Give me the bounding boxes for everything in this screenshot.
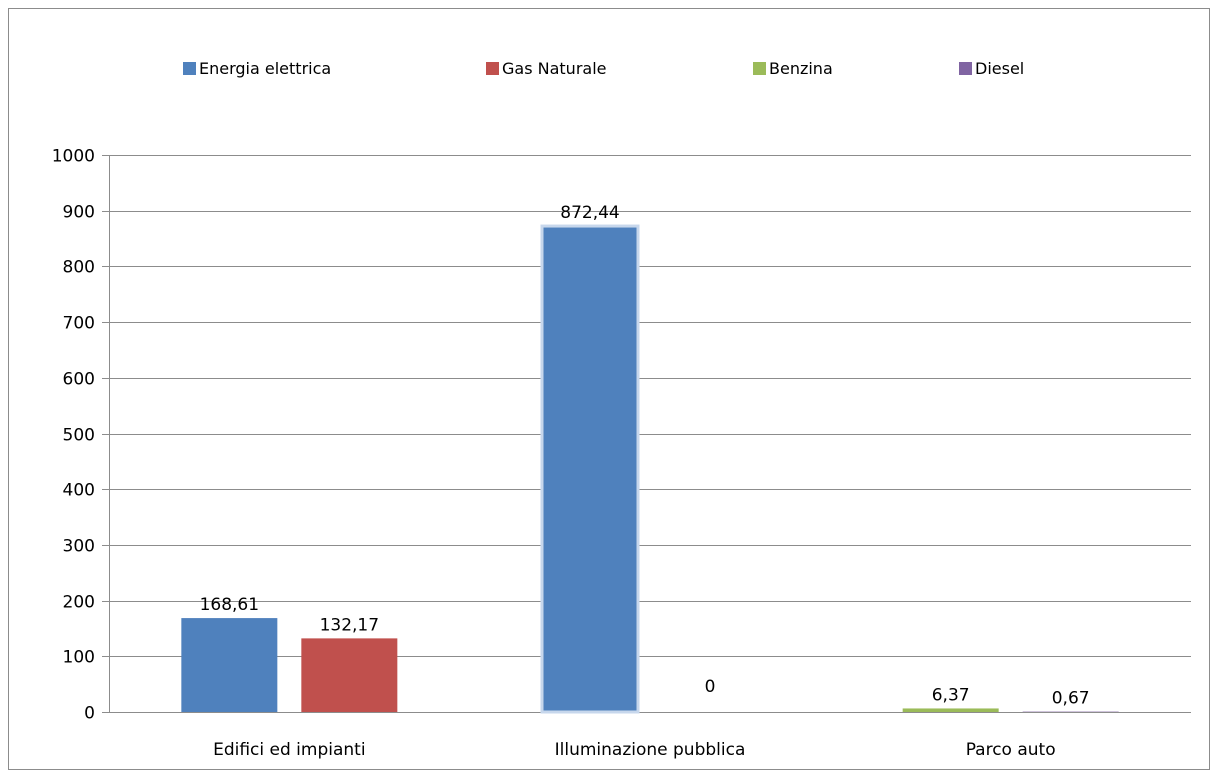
data-label: 0 [705,677,716,697]
legend-label: Diesel [975,59,1024,78]
legend: Energia elettrica Gas Naturale Benzina Dies… [183,59,1024,78]
bars [181,224,1119,714]
x-category-label: Edifici ed impianti [213,740,365,760]
legend-swatch [959,62,972,75]
x-category-label: Parco auto [966,740,1056,760]
legend-label: Benzina [769,59,833,78]
legend-label: Gas Naturale [502,59,606,78]
gridlines [102,155,1191,713]
legend-swatch [486,62,499,75]
y-tick-label: 100 [63,648,95,668]
y-tick-label: 800 [63,258,95,278]
data-label: 132,17 [320,615,379,635]
y-tick-label: 300 [63,537,95,557]
bar [902,708,999,712]
y-tick-label: 700 [63,314,95,334]
y-tick-label: 600 [63,370,95,390]
y-axis-ticks: 0 100 200 300 400 500 600 700 800 900 1000 [52,147,95,724]
x-category-label: Illuminazione pubblica [555,740,746,760]
legend-swatch [753,62,766,75]
y-tick-label: 200 [63,593,95,613]
bar [540,224,640,714]
data-label: 0,67 [1052,689,1090,709]
y-tick-label: 1000 [52,147,95,167]
data-label: 872,44 [560,203,619,223]
bar [181,618,278,712]
bar [301,638,398,712]
y-tick-label: 500 [63,426,95,446]
y-tick-label: 900 [63,203,95,223]
y-tick-label: 0 [84,704,95,724]
x-axis-categories: Edifici ed impianti Illuminazione pubblic… [213,740,1056,760]
legend-swatch [183,62,196,75]
y-tick-label: 400 [63,481,95,501]
legend-label: Energia elettrica [199,59,331,78]
chart-frame: 0 100 200 300 400 500 600 700 800 900 1000 168,61 1… [8,8,1210,770]
data-label: 168,61 [200,595,259,615]
data-label: 6,37 [932,685,970,705]
data-labels: 168,61 132,17 872,44 0 6,37 0,67 [200,203,1090,709]
